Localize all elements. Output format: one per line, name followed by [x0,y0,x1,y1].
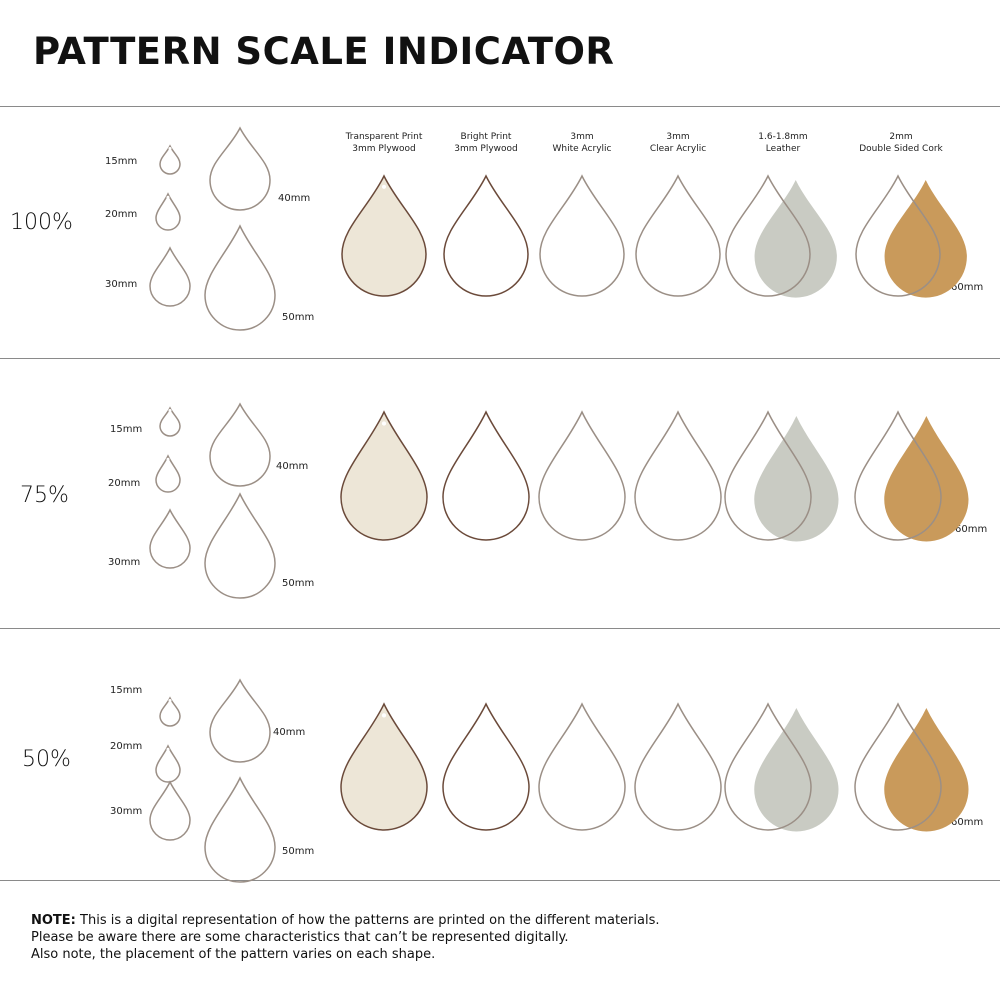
leather-backing [754,180,837,298]
size-label: 20mm [105,209,138,220]
material-sample-teardrop [634,410,722,541]
material-sample-teardrop [539,174,625,297]
material-header: 2mm Double Sided Cork [859,132,943,154]
divider [0,358,1000,359]
material-sample-teardrop [725,174,837,298]
size-label: 15mm [105,156,138,167]
size-sample-teardrop [204,224,276,331]
material-header: 3mm Clear Acrylic [649,132,707,154]
scale-label: 50% [22,747,71,772]
divider [0,106,1000,107]
material-sample-teardrop [635,174,721,297]
note-label: NOTE: [31,913,76,928]
material-sample-teardrop [538,410,626,541]
size-label: 40mm [276,461,309,472]
material-header: 3mm White Acrylic [552,132,612,154]
material-header: 1.6-1.8mm Leather [758,132,808,154]
size-sample-teardrop [209,402,271,487]
cork-backing [884,708,969,832]
size-sample-teardrop [209,126,271,211]
material-sample-teardrop [341,174,427,297]
material-sample-teardrop [538,702,626,831]
divider [0,628,1000,629]
material-sample-teardrop [854,410,969,542]
size-sample-teardrop [149,508,191,569]
size-label: 60mm [951,817,984,828]
note-text: NOTE: This is a digital representation o… [31,912,660,963]
material-header: Bright Print 3mm Plywood [454,132,518,154]
material-sample-teardrop [443,174,529,297]
size-label: 20mm [110,741,143,752]
size-sample-teardrop [149,780,191,841]
material-sample-teardrop [855,174,967,298]
material-header: Transparent Print 3mm Plywood [345,132,423,154]
size-label: 15mm [110,424,143,435]
leather-backing [754,708,839,832]
size-sample-teardrop [155,192,181,231]
material-sample-teardrop [340,410,428,541]
size-label: 60mm [951,282,984,293]
material-sample-teardrop [340,702,428,831]
size-label: 30mm [110,806,143,817]
size-label: 60mm [955,524,988,535]
size-sample-teardrop [159,696,181,727]
leather-backing [754,416,839,542]
material-sample-teardrop [724,702,839,832]
size-sample-teardrop [204,492,276,599]
size-label: 40mm [278,193,311,204]
size-label: 30mm [105,279,138,290]
size-label: 20mm [108,478,141,489]
size-sample-teardrop [209,678,271,763]
material-sample-teardrop [634,702,722,831]
size-label: 40mm [273,727,306,738]
page-title: PATTERN SCALE INDICATOR [33,30,615,73]
material-sample-teardrop [854,702,969,832]
size-sample-teardrop [159,406,181,437]
scale-label: 100% [10,210,73,235]
material-sample-teardrop [442,702,530,831]
size-label: 50mm [282,312,315,323]
note-line: Please be aware there are some character… [31,930,569,945]
size-label: 15mm [110,685,143,696]
size-label: 50mm [282,578,315,589]
note-line: This is a digital representation of how … [75,913,660,928]
size-sample-teardrop [149,246,191,307]
material-sample-teardrop [442,410,530,541]
cork-backing [884,416,969,542]
material-sample-teardrop [724,410,839,542]
size-sample-teardrop [159,144,181,175]
divider [0,880,1000,881]
size-label: 50mm [282,846,315,857]
note-line: Also note, the placement of the pattern … [31,947,436,962]
size-label: 30mm [108,557,141,568]
size-sample-teardrop [155,744,181,783]
size-sample-teardrop [204,776,276,883]
cork-backing [884,180,967,298]
size-sample-teardrop [155,454,181,493]
scale-label: 75% [20,483,69,508]
